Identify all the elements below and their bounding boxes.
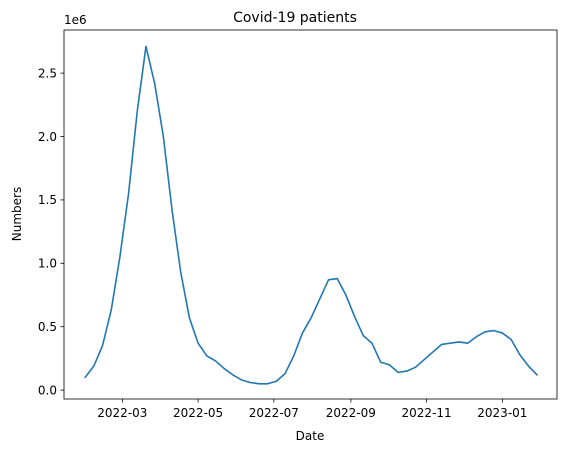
plot-frame <box>63 29 558 400</box>
x-axis-ticks: 2022-03 2022-05 2022-07 2022-09 2022-11 2023-… <box>97 399 527 420</box>
series-layer <box>84 45 538 385</box>
y-tick-label: 2.5 <box>38 66 57 80</box>
y-tick-label: 0.5 <box>38 320 57 334</box>
x-axis-title: Date <box>296 429 325 443</box>
x-tick-label: 2022-09 <box>326 406 376 420</box>
x-tick-label: 2022-11 <box>402 406 452 420</box>
x-tick-label: 2022-07 <box>249 406 299 420</box>
y-axis-ticks: 0.0 0.5 1.0 1.5 2.0 2.5 <box>38 66 64 397</box>
y-tick-label: 2.0 <box>38 130 57 144</box>
x-tick-label: 2022-05 <box>173 406 223 420</box>
series-line <box>84 45 538 385</box>
y-tick-label: 1.0 <box>38 257 57 271</box>
y-axis-title: Numbers <box>10 187 24 241</box>
x-tick-label: 2022-03 <box>97 406 147 420</box>
x-tick-label: 2023-01 <box>477 406 527 420</box>
y-offset-label: 1e6 <box>64 13 87 27</box>
y-tick-label: 1.5 <box>38 193 57 207</box>
y-tick-label: 0.0 <box>38 383 57 397</box>
chart-title: Covid-19 patients <box>233 10 357 26</box>
